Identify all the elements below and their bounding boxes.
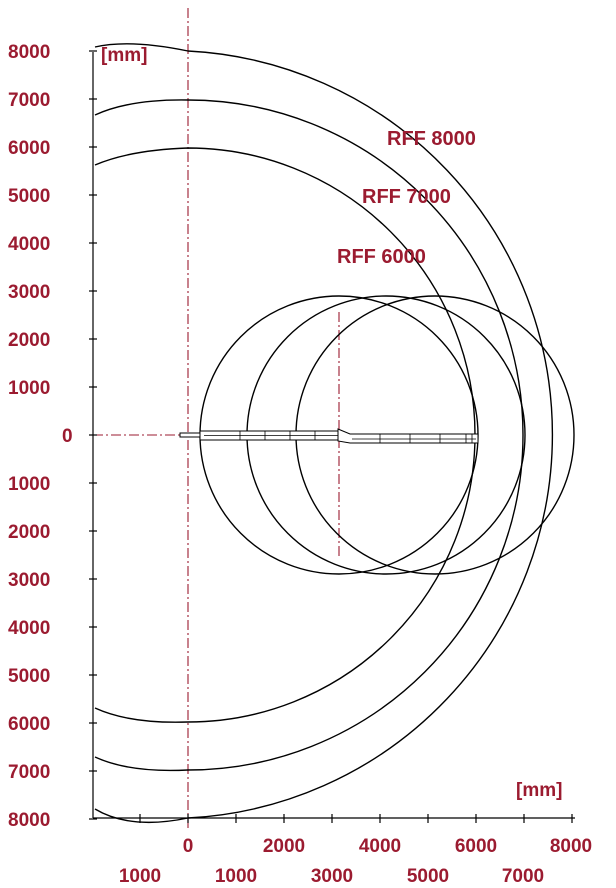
unit-label-bottom: [mm] bbox=[516, 780, 562, 801]
x-tick-label: 2000 bbox=[263, 836, 305, 857]
y-tick-label: 8000 bbox=[8, 42, 50, 63]
y-tick-label: 3000 bbox=[8, 282, 50, 303]
y-tick-label: 0 bbox=[62, 426, 73, 447]
reach-arc-rff-7000 bbox=[94, 99, 524, 772]
reach-arc-rff-8000 bbox=[94, 43, 554, 824]
x-tick-label: 3000 bbox=[311, 866, 353, 887]
label-rff-7000: RFF 7000 bbox=[362, 186, 451, 208]
label-rff-6000: RFF 6000 bbox=[337, 246, 426, 268]
unit-label-top: [mm] bbox=[101, 45, 147, 66]
x-tick-label: 8000 bbox=[550, 836, 592, 857]
y-tick-label: 7000 bbox=[8, 90, 50, 111]
y-tick-label: 6000 bbox=[8, 714, 50, 735]
y-tick-label: 5000 bbox=[8, 666, 50, 687]
x-tick-label: 6000 bbox=[455, 836, 497, 857]
y-tick-label: 1000 bbox=[8, 474, 50, 495]
y-tick-label: 5000 bbox=[8, 186, 50, 207]
y-tick-label: 4000 bbox=[8, 234, 50, 255]
x-tick-label: 1000 bbox=[215, 866, 257, 887]
x-tick-label: 0 bbox=[183, 836, 194, 857]
y-tick-label: 2000 bbox=[8, 522, 50, 543]
y-tick-label: 1000 bbox=[8, 378, 50, 399]
x-tick-label: 7000 bbox=[502, 866, 544, 887]
boom-illustration bbox=[179, 428, 479, 444]
x-tick-label: 4000 bbox=[359, 836, 401, 857]
x-tick-label: 1000 bbox=[119, 866, 161, 887]
y-tick-label: 7000 bbox=[8, 762, 50, 783]
y-tick-label: 8000 bbox=[8, 810, 50, 831]
x-tick-label: 5000 bbox=[407, 866, 449, 887]
y-tick-label: 6000 bbox=[8, 138, 50, 159]
y-tick-label: 4000 bbox=[8, 618, 50, 639]
y-tick-label: 2000 bbox=[8, 330, 50, 351]
label-rff-8000: RFF 8000 bbox=[387, 128, 476, 150]
y-axis-tick-marks bbox=[89, 50, 97, 820]
y-tick-label: 3000 bbox=[8, 570, 50, 591]
